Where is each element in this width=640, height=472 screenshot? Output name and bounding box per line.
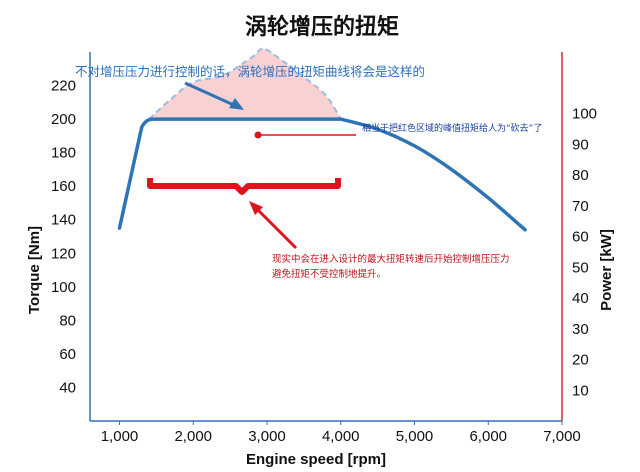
plateau-note-arrow-head bbox=[249, 201, 263, 215]
x-tick-labels: 1,000 2,000 3,000 4,000 5,000 6,000 7,000 bbox=[101, 421, 581, 445]
x-tick-label: 7,000 bbox=[543, 428, 581, 445]
plateau-note-arrow-line bbox=[254, 206, 298, 250]
y2-tick-label: 30 bbox=[572, 321, 589, 338]
torque-curve bbox=[117, 117, 527, 232]
plateau-note-line2: 避免扭矩不受控制地提升。 bbox=[272, 268, 386, 280]
y-tick-labels: 40 60 80 100 120 140 160 180 200 220 bbox=[51, 78, 76, 397]
y-tick-label: 200 bbox=[51, 111, 76, 128]
top-note: 不对增压压力进行控制的话，涡轮增压的扭矩曲线将会是这样的 bbox=[75, 64, 425, 79]
y-tick-label: 140 bbox=[51, 212, 76, 229]
y-tick-label: 60 bbox=[59, 346, 76, 363]
y2-tick-label: 90 bbox=[572, 136, 589, 153]
red-region-note: 相当于把红色区域的峰值扭矩给人为“砍去”了 bbox=[362, 122, 542, 134]
y2-tick-label: 60 bbox=[572, 229, 589, 246]
clipped-torque-region bbox=[149, 48, 341, 120]
uncontrolled-torque-curve bbox=[148, 47, 342, 120]
y2-tick-label: 70 bbox=[572, 198, 589, 215]
y2-tick-labels: 10 20 30 40 50 60 70 80 90 100 bbox=[572, 106, 597, 400]
y2-tick-label: 80 bbox=[572, 167, 589, 184]
y-tick-label: 160 bbox=[51, 178, 76, 195]
plateau-note-line1: 现实中会在进入设计的最大扭矩转速后开始控制增压压力 bbox=[272, 253, 510, 265]
plateau-bracket bbox=[147, 178, 341, 195]
y-tick-label: 120 bbox=[51, 245, 76, 262]
y2-tick-label: 10 bbox=[572, 382, 589, 399]
x-tick-label: 2,000 bbox=[174, 428, 212, 445]
y-tick-label: 40 bbox=[59, 379, 76, 396]
x-tick-label: 3,000 bbox=[248, 428, 286, 445]
x-tick-label: 6,000 bbox=[469, 428, 507, 445]
y2-tick-label: 100 bbox=[572, 106, 597, 123]
chart-title: 涡轮增压的扭矩 bbox=[245, 14, 399, 40]
y-tick-label: 100 bbox=[51, 279, 76, 296]
x-tick-label: 1,000 bbox=[101, 428, 139, 445]
y-axis-label: Torque [Nm] bbox=[26, 226, 43, 314]
top-note-arrow-head bbox=[229, 98, 244, 110]
y2-tick-label: 40 bbox=[572, 290, 589, 307]
top-note-arrow-line bbox=[184, 81, 237, 108]
y2-axis-label: Power [kW] bbox=[598, 229, 615, 311]
y-tick-label: 180 bbox=[51, 145, 76, 162]
x-tick-label: 4,000 bbox=[322, 428, 360, 445]
y-tick-label: 80 bbox=[59, 312, 76, 329]
y-tick-label: 220 bbox=[51, 78, 76, 95]
x-axis-label: Engine speed [rpm] bbox=[246, 451, 386, 468]
y2-tick-label: 50 bbox=[572, 259, 589, 276]
x-tick-label: 5,000 bbox=[396, 428, 434, 445]
y2-tick-label: 20 bbox=[572, 352, 589, 369]
